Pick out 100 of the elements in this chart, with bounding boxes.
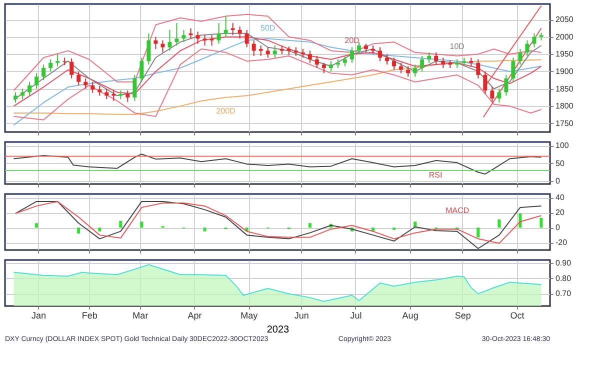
candlestick bbox=[490, 86, 494, 102]
x-tick-label: Mar bbox=[132, 310, 148, 320]
candlestick bbox=[146, 32, 151, 66]
candlestick bbox=[28, 81, 32, 96]
candlestick bbox=[182, 29, 186, 43]
y-tick-label: 1900 bbox=[556, 66, 574, 76]
x-tick-label: Jun bbox=[294, 310, 309, 320]
candlestick bbox=[518, 48, 522, 66]
candlestick bbox=[504, 74, 508, 96]
candlestick bbox=[20, 88, 25, 100]
line-series bbox=[13, 59, 542, 115]
candlestick bbox=[202, 34, 207, 46]
candlestick bbox=[356, 42, 361, 55]
bar bbox=[476, 228, 480, 238]
candlestick bbox=[90, 81, 95, 94]
x-tick-label: Sep bbox=[454, 310, 471, 320]
candlestick bbox=[238, 26, 242, 40]
candlestick bbox=[76, 70, 81, 86]
y-tick-label: 0.70 bbox=[556, 289, 572, 298]
candlestick bbox=[266, 46, 270, 58]
candlestick bbox=[314, 55, 319, 68]
candlestick bbox=[427, 52, 432, 64]
series-label: 200D bbox=[216, 106, 236, 116]
candlestick bbox=[56, 54, 60, 67]
candlestick bbox=[350, 46, 354, 64]
y-tick-label: 1750 bbox=[556, 118, 574, 128]
candlestick bbox=[244, 29, 249, 48]
candlestick bbox=[385, 54, 390, 66]
candlestick bbox=[441, 57, 446, 68]
bar bbox=[498, 219, 501, 228]
candlestick bbox=[476, 58, 480, 79]
y-tick-label: 1800 bbox=[556, 102, 574, 111]
candlestick bbox=[272, 45, 277, 58]
candlestick bbox=[70, 58, 74, 79]
y-tick-label: 0 bbox=[556, 223, 560, 232]
y-tick-label: -20 bbox=[556, 238, 568, 248]
bar bbox=[119, 220, 122, 228]
candlestick bbox=[154, 36, 158, 50]
bar bbox=[77, 228, 80, 234]
x-axis-title: 2023 bbox=[266, 324, 290, 336]
candlestick bbox=[413, 64, 418, 78]
candlestick bbox=[525, 40, 530, 56]
candlestick bbox=[196, 31, 200, 44]
candlestick bbox=[434, 52, 438, 66]
y-tick-label: 20 bbox=[556, 208, 565, 218]
candlestick bbox=[511, 57, 516, 82]
series-label: 50D bbox=[260, 24, 276, 33]
y-tick-label: 40 bbox=[556, 193, 565, 202]
candlestick bbox=[174, 22, 179, 46]
candlestick bbox=[98, 85, 102, 96]
y-tick-label: 100 bbox=[556, 141, 570, 150]
y-tick-label: 0 bbox=[556, 176, 560, 186]
candlestick bbox=[497, 88, 502, 104]
x-tick-label: Oct bbox=[510, 310, 525, 320]
y-tick-label: 50 bbox=[556, 158, 565, 168]
y-tick-label: 0.90 bbox=[556, 258, 572, 268]
candlestick bbox=[168, 29, 172, 52]
candlestick bbox=[216, 22, 221, 44]
x-tick-label: May bbox=[240, 310, 258, 320]
candlestick bbox=[42, 64, 46, 81]
candlestick bbox=[210, 34, 214, 46]
x-tick-label: Aug bbox=[402, 310, 418, 320]
candlestick bbox=[532, 32, 536, 48]
candlestick bbox=[14, 92, 18, 104]
bar bbox=[540, 218, 543, 228]
candlestick bbox=[140, 57, 144, 82]
candlestick bbox=[392, 57, 396, 70]
candlestick bbox=[328, 60, 333, 72]
y-tick-label: 1950 bbox=[556, 50, 574, 59]
annotation: MACD bbox=[446, 206, 470, 215]
candlestick bbox=[84, 78, 88, 90]
x-tick-label: Feb bbox=[82, 310, 98, 320]
bar bbox=[140, 222, 144, 228]
x-tick-label: Apr bbox=[188, 310, 202, 320]
x-tick-label: Jan bbox=[32, 310, 46, 320]
candlestick bbox=[420, 55, 424, 72]
candlestick bbox=[252, 40, 256, 56]
bar bbox=[35, 223, 38, 228]
candlestick bbox=[406, 66, 410, 78]
candlestick bbox=[104, 88, 109, 100]
bar bbox=[98, 228, 102, 232]
y-tick-label: 2050 bbox=[556, 15, 574, 24]
x-tick-label: Jul bbox=[350, 310, 362, 320]
bar bbox=[308, 223, 312, 228]
candlestick bbox=[48, 58, 53, 72]
line-series bbox=[13, 48, 542, 120]
y-tick-label: 1850 bbox=[556, 84, 574, 94]
candlestick bbox=[342, 55, 347, 67]
series-label: 10D bbox=[450, 42, 465, 51]
candlestick bbox=[308, 50, 312, 64]
candlestick bbox=[132, 74, 137, 102]
candlestick bbox=[322, 62, 326, 74]
series-label: 20D bbox=[344, 36, 360, 46]
y-tick-label: 2000 bbox=[556, 32, 574, 42]
bar bbox=[203, 228, 206, 232]
candlestick bbox=[34, 72, 39, 90]
annotation: RSI bbox=[428, 170, 442, 180]
candlestick bbox=[230, 22, 235, 36]
candlestick bbox=[224, 16, 228, 38]
candlestick bbox=[483, 70, 488, 94]
